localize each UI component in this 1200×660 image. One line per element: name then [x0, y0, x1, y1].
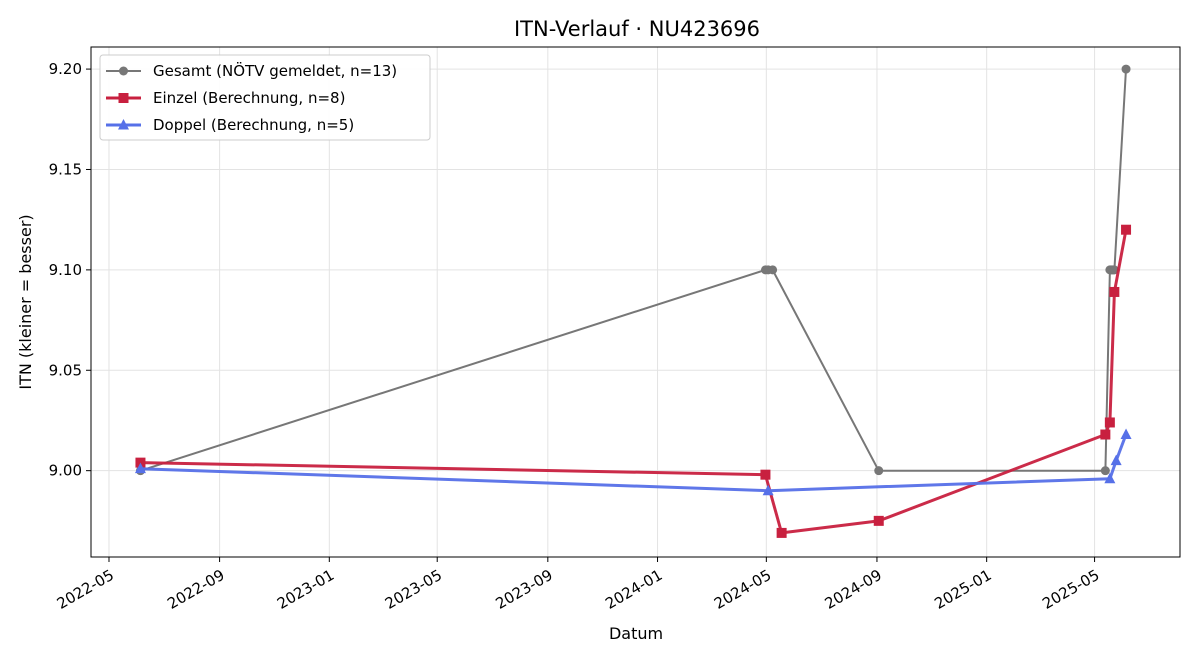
data-point-triangle — [1120, 428, 1132, 440]
legend-item: Einzel (Berechnung, n=8) — [106, 89, 345, 107]
series-2 — [135, 224, 1132, 538]
x-axis-label: Datum — [609, 624, 663, 643]
legend-item: Doppel (Berechnung, n=5) — [106, 116, 354, 134]
data-point-square — [1121, 224, 1132, 235]
data-point-square — [1109, 286, 1120, 297]
y-tick-label: 9.20 — [49, 60, 82, 78]
data-point-triangle — [134, 462, 146, 474]
legend: Gesamt (NÖTV gemeldet, n=13) Einzel (Bere… — [99, 54, 431, 141]
chart-title: ITN-Verlauf · NU423696 — [514, 17, 760, 41]
legend-marker — [118, 93, 129, 103]
plot-frame — [90, 46, 1181, 558]
legend-marker — [118, 119, 129, 130]
y-axis-label: ITN (kleiner = besser) — [16, 214, 35, 389]
data-point-square — [1100, 429, 1111, 440]
legend-label: Einzel (Berechnung, n=8) — [153, 89, 345, 107]
data-point-square — [760, 469, 771, 480]
y-tick-label: 9.05 — [49, 361, 82, 379]
y-tick-label: 9.10 — [49, 261, 82, 279]
data-point-square — [776, 527, 787, 538]
y-axis-ticks: 9.00 9.05 9.10 9.15 9.20 — [49, 60, 91, 480]
data-point-circle — [1121, 64, 1131, 74]
legend-item: Gesamt (NÖTV gemeldet, n=13) — [106, 61, 397, 80]
data-point-square — [1104, 417, 1115, 428]
legend-label: Gesamt (NÖTV gemeldet, n=13) — [153, 61, 397, 80]
data-point-triangle — [1104, 472, 1116, 484]
legend-box — [99, 54, 431, 141]
data-point-triangle — [762, 484, 774, 496]
data-point-square — [873, 515, 884, 526]
data-point-square — [135, 457, 146, 468]
series-3 — [134, 428, 1132, 496]
data-point-circle — [768, 265, 778, 275]
series-line — [140, 229, 1128, 535]
data-point-triangle — [1110, 454, 1122, 466]
data-point-circle — [874, 466, 884, 476]
data-point-circle — [1100, 466, 1110, 476]
y-tick-label: 9.00 — [49, 462, 82, 480]
series-layer — [134, 64, 1132, 538]
legend-label: Doppel (Berechnung, n=5) — [153, 116, 354, 134]
legend-marker — [119, 66, 128, 76]
y-tick-label: 9.15 — [49, 160, 82, 178]
